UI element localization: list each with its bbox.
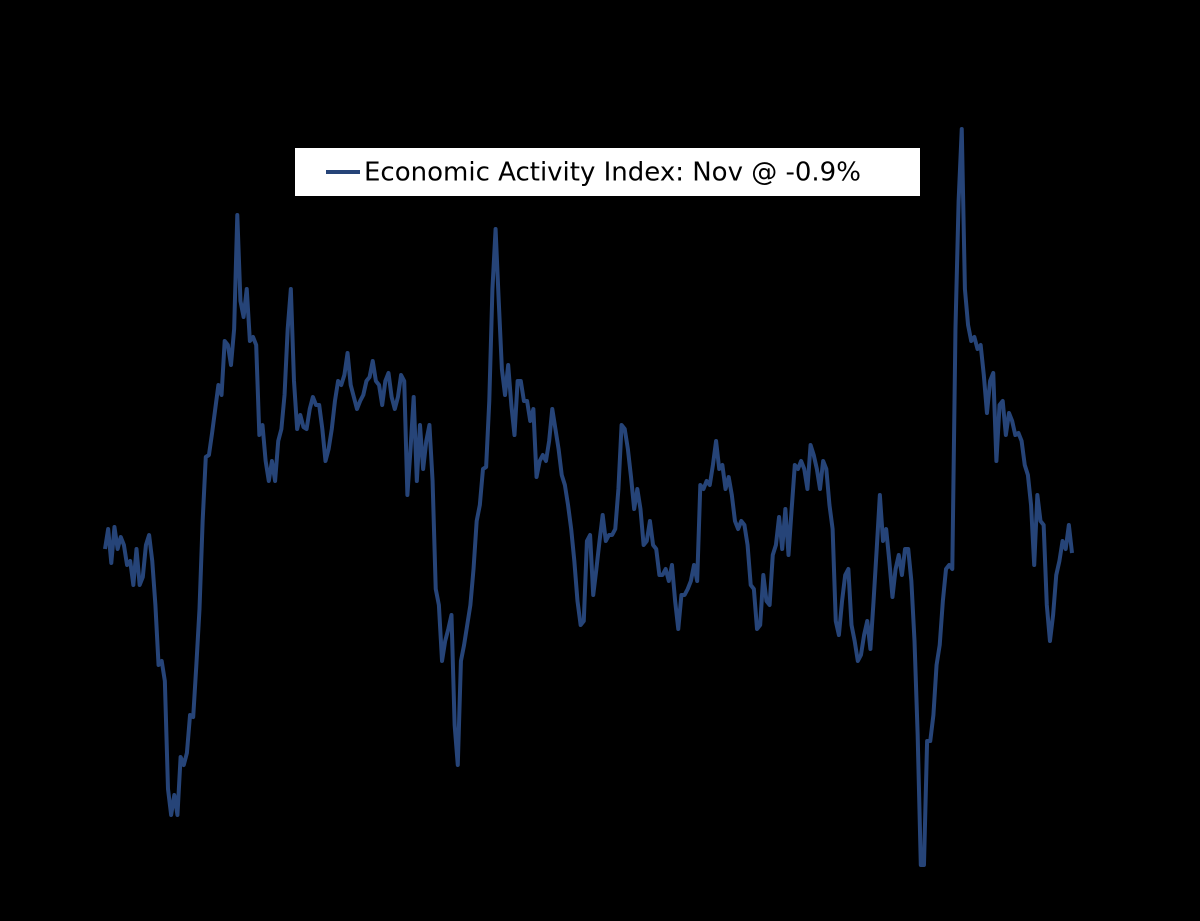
legend-label: Economic Activity Index: Nov @ -0.9%: [364, 158, 861, 188]
legend-box: [295, 148, 920, 196]
data-line: [103, 127, 1074, 867]
